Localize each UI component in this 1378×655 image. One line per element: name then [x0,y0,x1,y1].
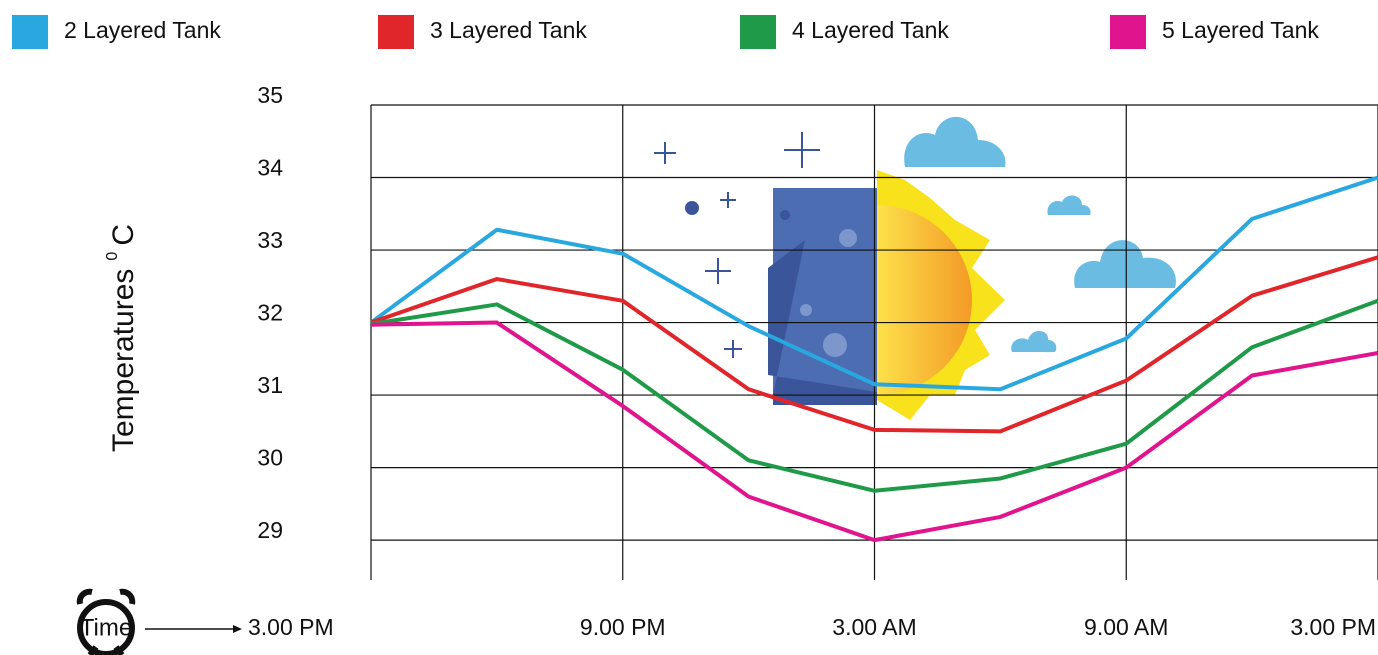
legend-label: 3 Layered Tank [430,17,587,43]
x-axis-label: Time [80,614,132,641]
sun [877,205,972,395]
stars [654,132,820,358]
x-tick-label: 3.00 PM [1290,614,1376,640]
y-axis-label: Temperatures 0 C [104,224,140,452]
series-line [370,298,1378,493]
y-tick-label: 31 [257,372,283,398]
crater [780,210,790,220]
legend-label: 2 Layered Tank [64,17,221,43]
y-axis-label-unit: C [107,224,140,246]
legend-swatch [378,15,414,49]
moon-shadow [768,240,877,405]
x-tick-label: 3.00 AM [832,614,916,640]
clock-icon [76,588,136,655]
legend-swatch [740,15,776,49]
y-tick-label: 33 [257,227,283,253]
y-tick-label: 32 [257,300,283,326]
legend-swatch [1110,15,1146,49]
series-line [370,255,1378,434]
series-line [370,320,1378,543]
clouds [904,116,1176,352]
illustration [654,116,1176,420]
series-line [369,175,1378,392]
y-tick-label: 30 [257,445,283,471]
y-axis-label-text: Temperatures [107,269,140,452]
y-tick-label: 35 [257,82,283,108]
y-axis-label-sup: 0 [104,252,121,261]
legend-label: 4 Layered Tank [792,17,949,43]
y-tick-label: 34 [257,155,283,181]
x-axis-arrow [145,625,242,633]
legend-label: 5 Layered Tank [1162,17,1319,43]
x-tick-label: 3.00 PM [248,614,334,640]
crater [800,304,812,316]
crater [839,229,857,247]
star-dot [685,201,699,215]
x-tick-label: 9.00 AM [1084,614,1168,640]
y-tick-label: 29 [257,517,283,543]
crater [823,333,847,357]
legend-swatch [12,15,48,49]
x-tick-label: 9.00 PM [580,614,666,640]
